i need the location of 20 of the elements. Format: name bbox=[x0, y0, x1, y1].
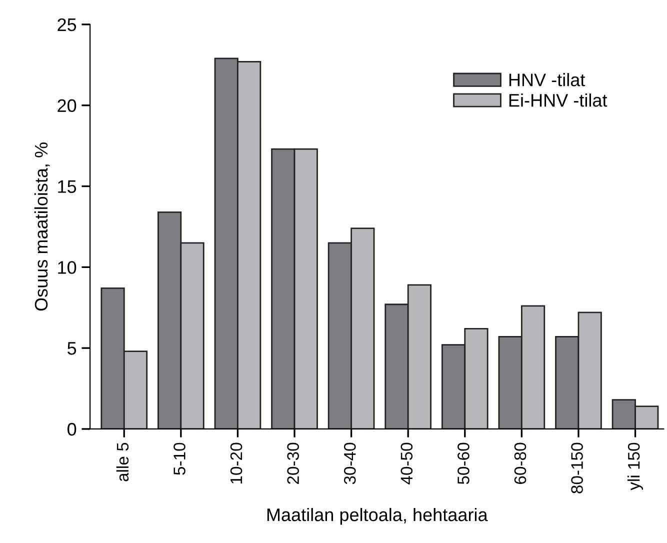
x-tick-label: 30-40 bbox=[344, 442, 356, 484]
y-tick-label: 0 bbox=[68, 422, 76, 436]
legend-label: HNV -tilat bbox=[509, 73, 586, 86]
x-tick-label: 20-30 bbox=[287, 442, 299, 484]
x-tick-label: 40-50 bbox=[400, 442, 413, 484]
y-tick-label: 15 bbox=[58, 180, 76, 193]
x-tick-label: 10-20 bbox=[230, 442, 242, 484]
x-tick-label: yli 150 bbox=[628, 442, 644, 490]
x-tick-label: alle 5 bbox=[116, 442, 129, 482]
y-tick-label: 5 bbox=[68, 342, 76, 355]
legend-label: Ei-HNV -tilat bbox=[509, 93, 608, 107]
x-tick-label: 60-80 bbox=[514, 442, 526, 484]
y-tick-label: 10 bbox=[58, 261, 76, 274]
x-axis-title: Maatilan peltoala, hehtaaria bbox=[267, 508, 488, 525]
y-tick-label: 20 bbox=[58, 99, 76, 112]
x-tick-label: 50-60 bbox=[458, 442, 470, 484]
y-tick-label: 25 bbox=[58, 18, 76, 32]
x-tick-label: 80-150 bbox=[571, 442, 583, 494]
x-tick-label: 5-10 bbox=[174, 442, 186, 475]
y-axis-title: Osuus maatiloista, % bbox=[34, 142, 50, 311]
